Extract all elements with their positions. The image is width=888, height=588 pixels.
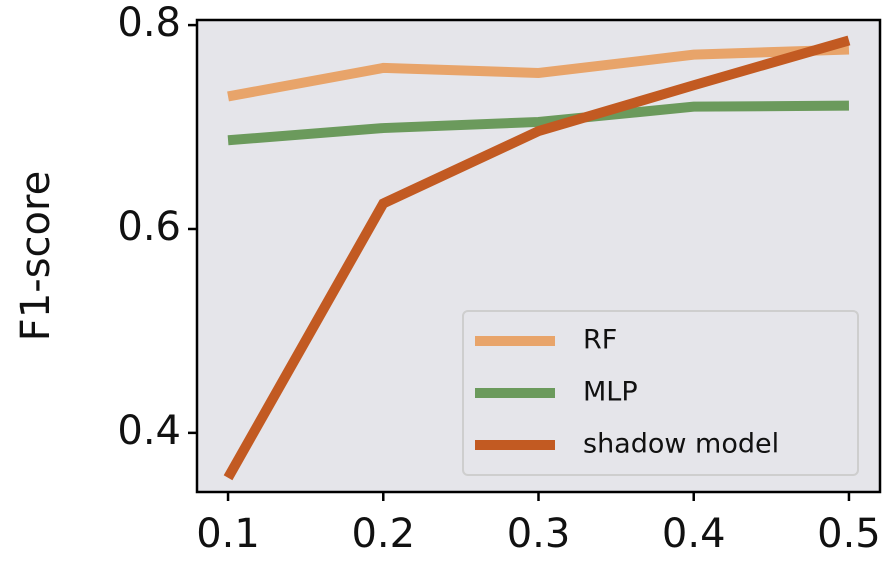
y-tick-label: 0.8 [117,0,181,46]
y-tick-label: 0.6 [117,204,181,250]
legend-label: RF [583,325,617,356]
y-axis-label: F1-score [13,171,59,341]
y-tick-label: 0.4 [117,408,181,454]
x-tick-label: 0.1 [196,511,260,557]
legend: RF MLP shadow model [462,310,859,476]
x-tick-label: 0.2 [351,511,415,557]
legend-label: MLP [583,377,638,408]
x-tick-label: 0.3 [507,511,571,557]
series-line [227,100,849,146]
x-tick-label: 0.5 [817,511,881,557]
legend-box [462,310,859,476]
series-line [223,35,851,481]
series-line [227,44,850,102]
legend-label: shadow model [583,429,779,460]
plot-frame [195,18,882,494]
x-tick-label: 0.4 [662,511,726,557]
